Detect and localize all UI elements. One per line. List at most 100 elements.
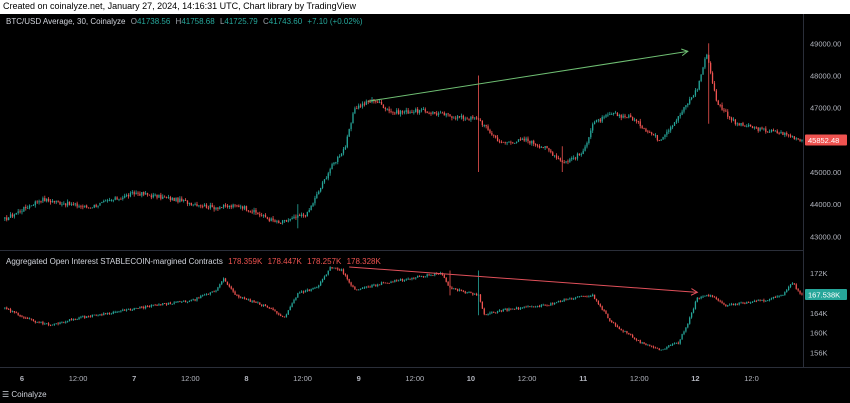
candle-body [144, 306, 147, 309]
candle-body [605, 115, 607, 117]
candle-body [321, 278, 324, 282]
candle-body [434, 112, 436, 114]
candle-body [55, 201, 57, 203]
candle-body [517, 139, 520, 142]
candle-body [692, 308, 695, 313]
oi-pane[interactable]: 156K160K164K168K172K167.538K [4, 266, 847, 358]
oi-value-2: 178.447K [267, 257, 302, 266]
y-tick-label: 49000.00 [810, 39, 841, 48]
candle-body [399, 111, 402, 115]
candle-body [643, 342, 645, 344]
candle-body [19, 314, 21, 317]
candle-body [352, 113, 354, 124]
candle-body [449, 114, 451, 117]
candle-body [753, 300, 756, 302]
candle-body [55, 323, 57, 325]
candle-body [124, 309, 126, 311]
candle-body [264, 304, 267, 307]
candle-body [540, 147, 542, 148]
candle-body [561, 160, 563, 163]
candle-body [202, 295, 204, 296]
candle-body [32, 319, 35, 321]
last-value-label: 167.538K [808, 291, 840, 300]
candle-body [68, 201, 71, 205]
candle-body [72, 319, 74, 321]
candle-body [609, 114, 611, 116]
candle-body [116, 197, 118, 200]
candle-body [181, 301, 183, 303]
candle-body [105, 200, 107, 202]
candle-body [91, 207, 94, 209]
candle-body [354, 108, 356, 114]
candle-body [708, 295, 710, 297]
candle-body [405, 110, 407, 112]
candle-body [489, 129, 491, 133]
candle-body [154, 194, 156, 196]
candle-body [719, 104, 721, 106]
candle-body [708, 54, 710, 63]
candle-body [512, 308, 514, 310]
candle-body [342, 149, 345, 154]
candle-body [628, 333, 630, 335]
price-pane[interactable]: 43000.0044000.0045000.0046000.0047000.00… [4, 39, 847, 241]
candle-body [573, 157, 575, 159]
candle-body [592, 124, 594, 131]
candle-body [245, 298, 248, 300]
x-tick-label: 12:00 [518, 374, 537, 383]
x-tick-label: 12:00 [293, 374, 312, 383]
candle-body [652, 133, 655, 136]
candle-body [453, 288, 455, 290]
price-legend: BTC/USD Average, 30, Coinalyze O41738.56… [6, 17, 363, 26]
candle-body [616, 325, 619, 328]
candle-body [23, 316, 25, 318]
candle-body [84, 316, 86, 318]
candle-body [643, 128, 645, 129]
candle-body [709, 62, 712, 73]
candle-body [152, 304, 154, 306]
candle-body [25, 317, 27, 319]
candle-body [302, 214, 305, 216]
candle-body [576, 153, 579, 159]
candle-body [670, 127, 672, 131]
candle-body [175, 197, 177, 201]
candle-body [369, 101, 371, 103]
candle-body [8, 309, 10, 310]
candle-body [557, 300, 560, 303]
candle-body [86, 205, 88, 208]
candle-body [445, 113, 447, 116]
candle-body [795, 284, 797, 289]
candle-body [557, 158, 560, 160]
candle-body [418, 110, 421, 113]
candle-body [784, 133, 786, 135]
candle-body [548, 305, 550, 307]
candle-body [47, 323, 50, 325]
trend-line[interactable] [368, 50, 688, 102]
candle-body [597, 119, 600, 121]
menu-icon: ☰ [2, 390, 10, 399]
candle-body [386, 108, 388, 110]
candle-body [162, 303, 164, 305]
candle-body [150, 195, 152, 198]
candle-body [80, 316, 82, 318]
candle-body [787, 134, 790, 136]
candle-body [184, 300, 187, 302]
trend-line[interactable] [349, 266, 698, 293]
y-tick-label: 43000.00 [810, 232, 841, 241]
candle-body [165, 303, 168, 305]
candle-body [112, 199, 114, 201]
candle-body [611, 320, 613, 323]
candle-body [203, 204, 206, 207]
high-label: H [175, 17, 182, 26]
candle-body [6, 307, 8, 310]
y-tick-label: 160K [810, 329, 828, 338]
candle-body [472, 292, 474, 295]
candle-body [468, 118, 470, 120]
candle-body [782, 295, 784, 296]
candle-body [407, 278, 409, 280]
candle-body [508, 308, 510, 311]
candle-body [106, 312, 109, 315]
candle-body [300, 214, 303, 217]
candle-body [243, 297, 246, 299]
candle-body [455, 117, 457, 119]
